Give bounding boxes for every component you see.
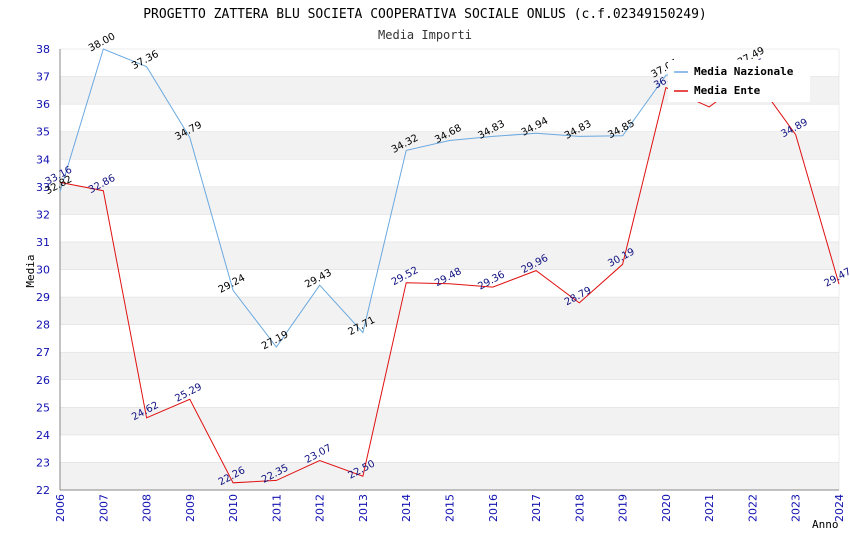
- x-axis-label: Anno: [812, 518, 839, 531]
- grid-band: [59, 131, 840, 160]
- grid-band: [59, 434, 840, 463]
- legend-background: [668, 60, 810, 102]
- x-tick-label: 2022: [746, 494, 759, 522]
- legend-label-media-nazionale: Media Nazionale: [694, 65, 794, 78]
- x-tick-label: 2008: [141, 494, 154, 522]
- grid-band: [59, 351, 840, 380]
- chart-subtitle: Media Importi: [378, 28, 472, 42]
- x-tick-label: 2006: [54, 494, 67, 522]
- y-tick-labels: 22 23 24 25 26 27 28 29 30 31 32 33 34 35 36 37 38: [36, 43, 50, 497]
- y-axis-label: Media: [24, 254, 37, 287]
- grid-bands: [59, 48, 840, 491]
- y-tick-label: 34: [36, 153, 50, 166]
- grid-band: [59, 159, 840, 188]
- grid-band: [59, 241, 840, 270]
- series-line-media-nazionale: [59, 48, 753, 348]
- legend: Media Nazionale Media Ente: [668, 60, 810, 102]
- series-lines: [59, 48, 840, 484]
- x-tick-label: 2015: [444, 494, 457, 522]
- y-tick-label: 36: [36, 98, 50, 111]
- y-tick-label: 35: [36, 126, 50, 139]
- grid-band: [59, 103, 840, 132]
- series-line-media-ente: [59, 74, 840, 484]
- y-tick-label: 29: [36, 291, 50, 304]
- x-tick-label: 2017: [530, 494, 543, 522]
- x-tick-label: 2009: [184, 494, 197, 522]
- grid-band: [59, 186, 840, 215]
- x-tick-label: 2011: [270, 494, 283, 522]
- x-tick-label: 2023: [790, 494, 803, 522]
- x-tick-label: 2012: [314, 494, 327, 522]
- axes: [59, 49, 839, 491]
- grid-band: [59, 462, 840, 491]
- x-tick-label: 2013: [357, 494, 370, 522]
- x-tick-label: 2014: [400, 494, 413, 522]
- y-tick-label: 28: [36, 319, 50, 332]
- y-tick-label: 25: [36, 401, 50, 414]
- y-tick-label: 31: [36, 236, 50, 249]
- x-tick-label: 2016: [487, 494, 500, 522]
- legend-label-media-ente: Media Ente: [694, 84, 761, 97]
- chart-title: PROGETTO ZATTERA BLU SOCIETA COOPERATIVA…: [143, 7, 707, 22]
- grid-band: [59, 407, 840, 436]
- y-tick-label: 30: [36, 264, 50, 277]
- x-tick-label: 2019: [617, 494, 630, 522]
- y-tick-label: 37: [36, 71, 50, 84]
- x-tick-label: 2010: [227, 494, 240, 522]
- y-tick-label: 22: [36, 484, 50, 497]
- y-tick-label: 38: [36, 43, 50, 56]
- x-tick-label: 2007: [97, 494, 110, 522]
- y-tick-label: 26: [36, 374, 50, 387]
- grid-band: [59, 214, 840, 243]
- grid-band: [59, 379, 840, 408]
- y-tick-label: 27: [36, 346, 50, 359]
- x-tick-label: 2024: [833, 494, 846, 522]
- y-tick-label: 24: [36, 429, 50, 442]
- x-tick-label: 2018: [573, 494, 586, 522]
- x-tick-label: 2020: [660, 494, 673, 522]
- y-tick-label: 23: [36, 456, 50, 469]
- x-tick-labels: 2006 2007 2008 2009 2010 2011 2012 2013 2014 2015…: [54, 494, 846, 522]
- grid-band: [59, 324, 840, 353]
- grid-band: [59, 296, 840, 325]
- x-tick-label: 2021: [703, 494, 716, 522]
- y-tick-label: 32: [36, 208, 50, 221]
- y-tick-label: 33: [36, 181, 50, 194]
